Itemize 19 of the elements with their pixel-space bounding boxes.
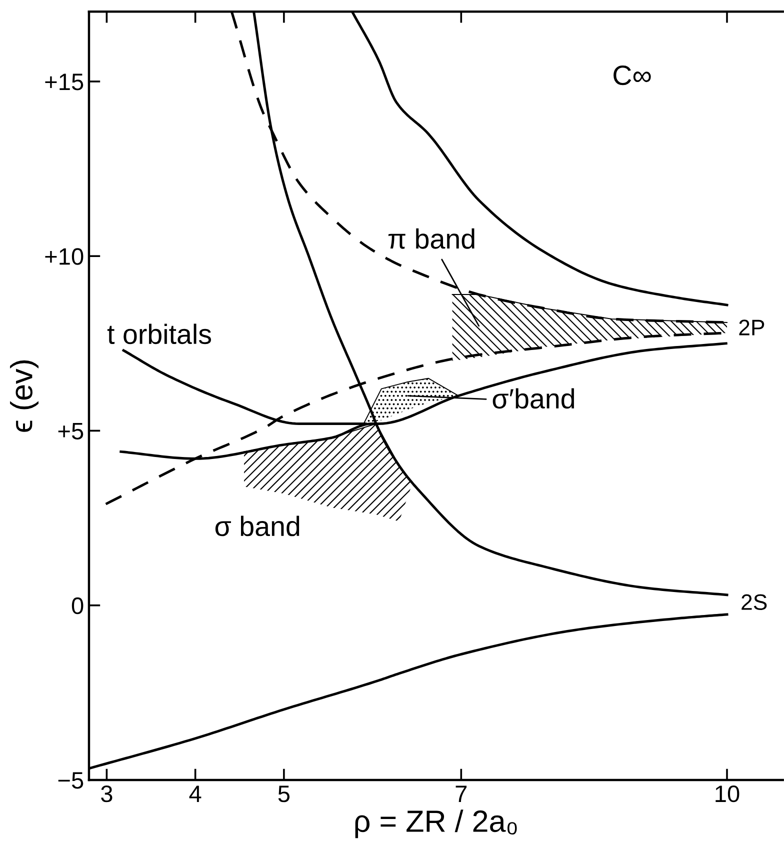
- y-axis-title: ϵ (ev): [10, 360, 39, 432]
- x-tick-label: 7: [456, 786, 467, 802]
- annotation: π band: [388, 228, 474, 249]
- x-tick-label: 4: [189, 786, 202, 802]
- x-tick-label: 10: [716, 785, 740, 802]
- annotation: t orbitals: [107, 324, 211, 344]
- annotation: C∞: [614, 65, 651, 86]
- annotation: 2S: [742, 594, 767, 610]
- y-tick-label: 0: [72, 597, 84, 614]
- annotation: 2P: [739, 320, 764, 336]
- y-tick-label: +15: [45, 74, 84, 90]
- annotation: σ′band: [492, 388, 574, 409]
- y-tick-label: −5: [58, 772, 84, 789]
- annotation: σ band: [215, 516, 300, 536]
- y-tick-label: +10: [45, 248, 84, 265]
- x-axis-title: ρ = ZR / 2a₀: [355, 810, 517, 838]
- x-tick-label: 3: [101, 785, 112, 802]
- y-tick-label: +5: [58, 423, 84, 440]
- x-tick-label: 5: [278, 786, 290, 802]
